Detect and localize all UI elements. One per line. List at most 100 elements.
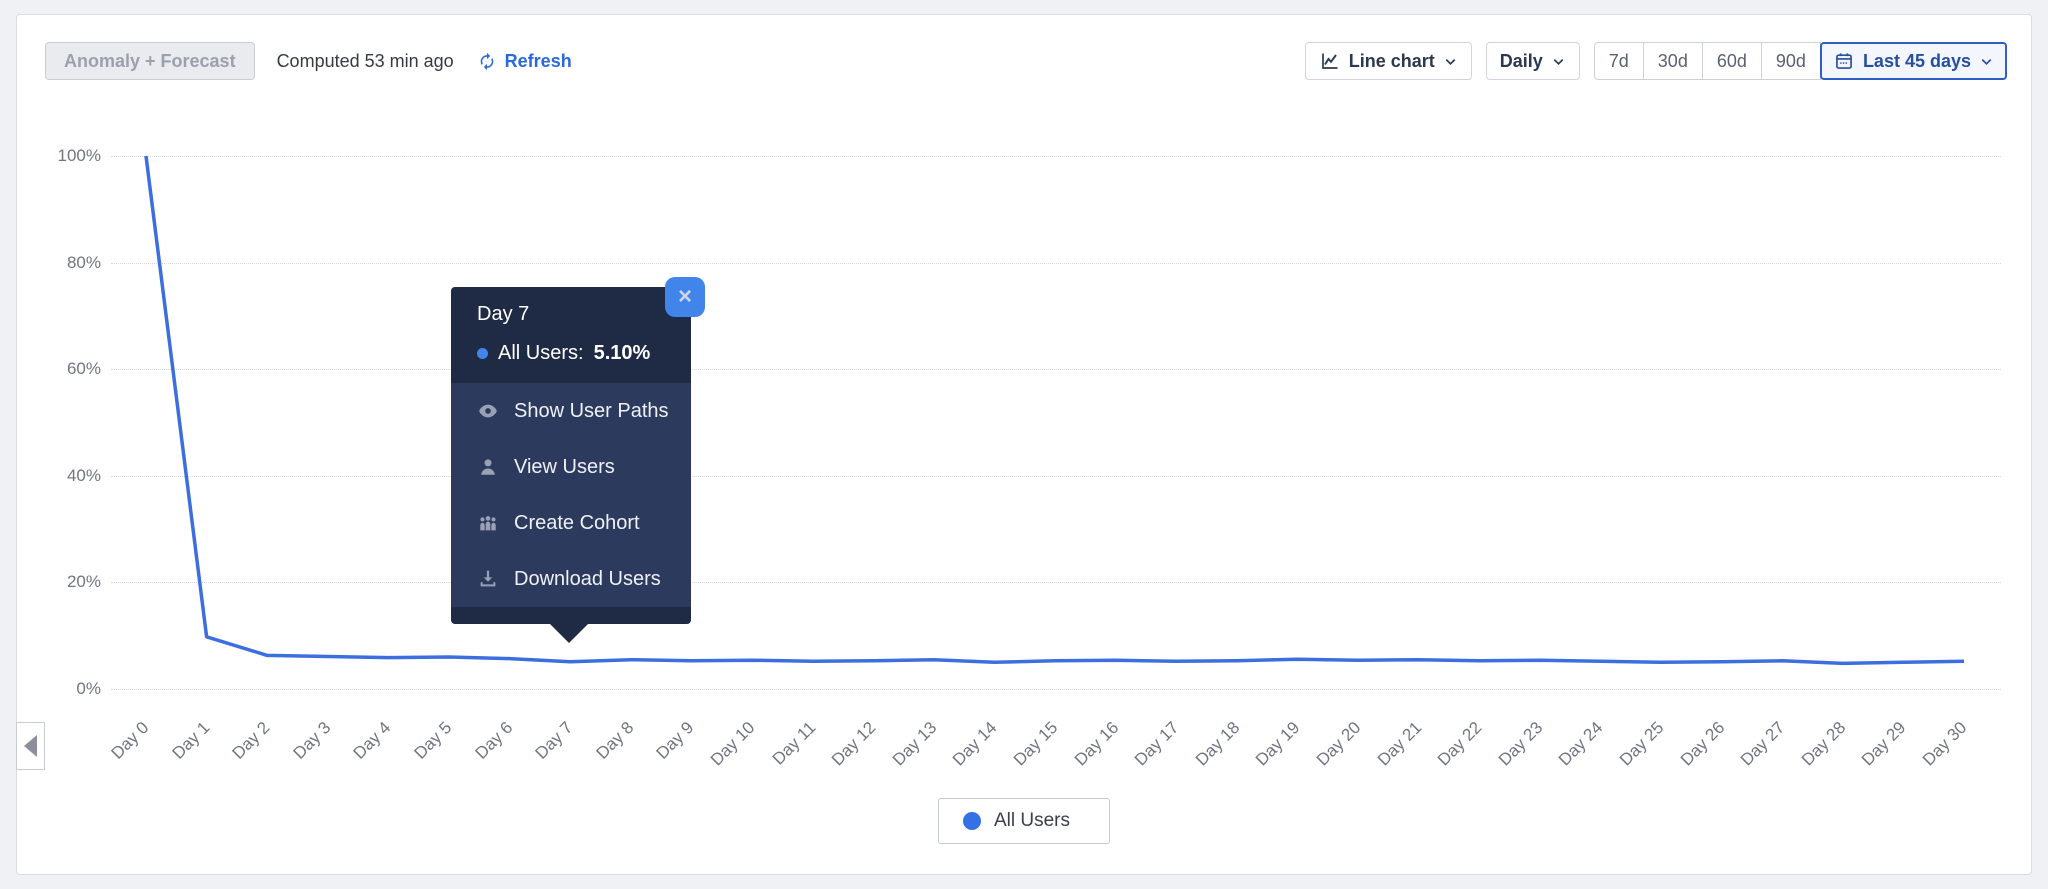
chart-type-dropdown[interactable]: Line chart — [1304, 42, 1472, 80]
chevron-down-icon — [1553, 58, 1564, 65]
x-axis-tick-label: Day 16 — [1070, 717, 1122, 770]
gridline — [111, 262, 2001, 264]
x-axis-tick-label: Day 22 — [1434, 717, 1486, 770]
x-axis-tick-label: Day 21 — [1373, 717, 1425, 770]
all-users-series-line[interactable] — [144, 155, 1965, 666]
x-axis-tick-label: Day 11 — [768, 717, 819, 769]
range-60d-button[interactable]: 60d — [1701, 42, 1762, 80]
tooltip-value-row: All Users: 5.10% — [477, 342, 691, 365]
tooltip-footer — [451, 607, 691, 624]
cohort-icon — [480, 516, 496, 531]
create-cohort-item[interactable]: Create Cohort — [451, 495, 691, 551]
gridline — [111, 582, 2001, 584]
tooltip-value: 5.10% — [593, 342, 651, 364]
date-range-dropdown[interactable]: Last 45 days — [1819, 42, 2007, 80]
user-icon — [481, 459, 495, 475]
y-axis-tick-label: 20% — [66, 572, 101, 592]
y-axis-tick-label: 80% — [66, 252, 101, 272]
x-axis-tick-label: Day 24 — [1555, 717, 1607, 770]
chevron-left-icon — [24, 735, 37, 757]
computed-timestamp: Computed 53 min ago — [276, 50, 454, 71]
chart-layer: 100% 80% 60% 40% 20% 0% Day 0 Day 1 Day 2 Day 3 Da… — [17, 15, 2031, 874]
tooltip-menu: Show User Paths View Users — [451, 383, 691, 607]
chevron-down-icon — [1445, 58, 1456, 65]
retention-line-chart[interactable] — [111, 155, 2001, 689]
legend-dot — [963, 812, 981, 830]
toolbar-right: Line chart Daily 7d 30d 60d 90d — [1304, 42, 2007, 80]
x-axis-tick-label: Day 27 — [1737, 717, 1789, 770]
download-users-item[interactable]: Download Users — [451, 551, 691, 607]
x-axis-tick-label: Day 15 — [1009, 717, 1062, 770]
calendar-icon — [1836, 53, 1852, 69]
y-axis-tick-label: 100% — [57, 146, 101, 165]
x-axis-tick-label: Day 25 — [1615, 717, 1668, 770]
tooltip-header: Day 7 All Users: 5.10% — [451, 287, 691, 383]
range-preset-group: 7d 30d 60d 90d Last 45 days — [1593, 42, 2007, 80]
y-axis-tick-label: 40% — [66, 465, 101, 485]
date-range-label: Last 45 days — [1862, 51, 1971, 71]
x-axis-tick-label: Day 12 — [828, 717, 880, 770]
gridline — [111, 689, 2001, 690]
x-axis-tick-label: Day 4 — [349, 717, 395, 763]
range-7d-button[interactable]: 7d — [1593, 42, 1644, 80]
x-axis-tick-label: Day 30 — [1918, 717, 1971, 770]
x-axis-tick-label: Day 13 — [888, 717, 941, 770]
gridline — [111, 156, 2001, 157]
x-axis-tick-label: Day 26 — [1676, 717, 1728, 770]
x-axis-tick-label: Day 10 — [706, 717, 759, 770]
toolbar-left: Anomaly + Forecast Computed 53 min ago R… — [45, 42, 572, 80]
interval-label: Daily — [1499, 51, 1543, 71]
tooltip-close-button[interactable]: × — [665, 277, 705, 317]
tooltip-series-label: All Users: — [498, 342, 584, 364]
menu-item-label: View Users — [514, 455, 615, 478]
toolbar: Anomaly + Forecast Computed 53 min ago R… — [45, 41, 2007, 81]
x-axis-tick-label: Day 1 — [168, 717, 213, 763]
chart-card: Anomaly + Forecast Computed 53 min ago R… — [16, 14, 2032, 875]
gridline — [111, 369, 2001, 371]
menu-item-label: Download Users — [514, 567, 661, 590]
download-icon — [480, 570, 496, 587]
view-users-item[interactable]: View Users — [451, 439, 691, 495]
chart-type-label: Line chart — [1348, 51, 1435, 71]
x-axis-tick-label: Day 3 — [289, 717, 335, 763]
x-axis-tick-label: Day 9 — [652, 717, 698, 763]
x-axis-tick-label: Day 7 — [531, 717, 577, 763]
menu-item-label: Create Cohort — [514, 511, 640, 534]
tooltip-title: Day 7 — [477, 303, 530, 325]
x-axis-tick-label: Day 6 — [471, 717, 516, 763]
x-axis-tick-label: Day 5 — [410, 717, 456, 763]
anomaly-forecast-button[interactable]: Anomaly + Forecast — [45, 42, 255, 80]
gridline — [111, 475, 2001, 477]
tooltip-caret — [549, 623, 589, 643]
menu-item-label: Show User Paths — [514, 399, 669, 422]
point-tooltip: Day 7 All Users: 5.10% Show User Paths — [451, 287, 691, 643]
legend-all-users[interactable]: All Users — [938, 798, 1110, 844]
series-dot — [477, 348, 488, 359]
x-axis-tick-label: Day 18 — [1191, 717, 1244, 770]
x-axis-tick-label: Day 14 — [949, 717, 1001, 770]
show-user-paths-item[interactable]: Show User Paths — [451, 383, 691, 439]
y-axis-tick-label: 60% — [66, 359, 101, 379]
interval-dropdown[interactable]: Daily — [1485, 42, 1580, 80]
x-axis-tick-label: Day 19 — [1252, 717, 1304, 770]
range-30d-button[interactable]: 30d — [1642, 42, 1703, 80]
legend-label: All Users — [994, 810, 1071, 831]
collapse-panel-handle[interactable] — [16, 722, 45, 770]
refresh-icon — [480, 52, 494, 70]
chevron-down-icon — [1981, 58, 1992, 65]
refresh-label: Refresh — [504, 50, 572, 71]
eye-icon — [479, 404, 497, 418]
range-90d-button[interactable]: 90d — [1760, 42, 1821, 80]
x-axis-tick-label: Day 28 — [1797, 717, 1850, 770]
x-axis-tick-label: Day 0 — [107, 717, 153, 763]
x-axis-tick-label: Day 17 — [1131, 717, 1183, 770]
refresh-button[interactable]: Refresh — [476, 51, 572, 72]
y-axis-tick-label: 0% — [76, 679, 101, 698]
line-chart-icon — [1321, 53, 1338, 69]
x-axis-tick-label: Day 8 — [592, 717, 638, 763]
x-axis-tick-label: Day 29 — [1858, 717, 1910, 770]
plot-area — [111, 155, 2001, 690]
x-axis-tick-label: Day 23 — [1494, 717, 1547, 770]
x-axis-tick-label: Day 20 — [1312, 717, 1365, 770]
x-axis-tick-label: Day 2 — [228, 717, 274, 763]
